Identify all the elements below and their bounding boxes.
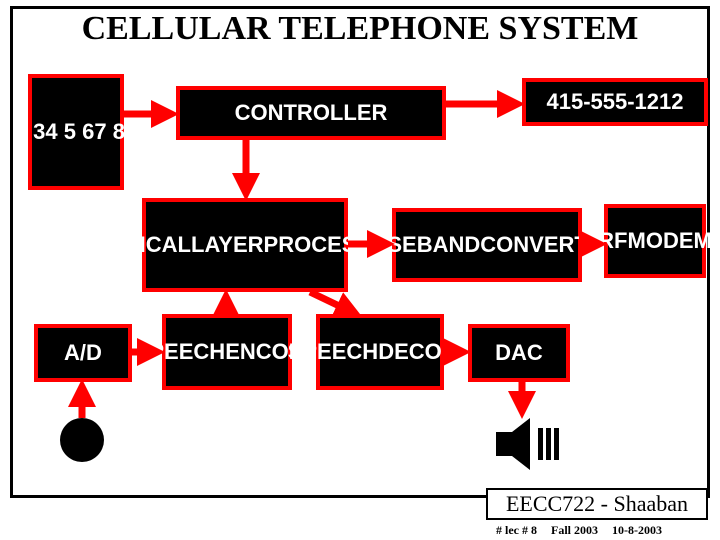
arrow-plp-sdecode bbox=[310, 292, 356, 314]
footer-small-text: # lec # 8Fall 200310-8-2003 bbox=[496, 523, 676, 538]
speaker-icon bbox=[490, 414, 560, 474]
footer-credit-box: EECC722 - Shaaban bbox=[486, 488, 708, 520]
arrows-layer bbox=[0, 0, 720, 540]
diagram-stage: CELLULAR TELEPHONE SYSTEM 1 2 34 5 67 8 … bbox=[0, 0, 720, 540]
microphone-icon bbox=[60, 418, 104, 462]
footer-credit-label: EECC722 - Shaaban bbox=[506, 491, 688, 517]
